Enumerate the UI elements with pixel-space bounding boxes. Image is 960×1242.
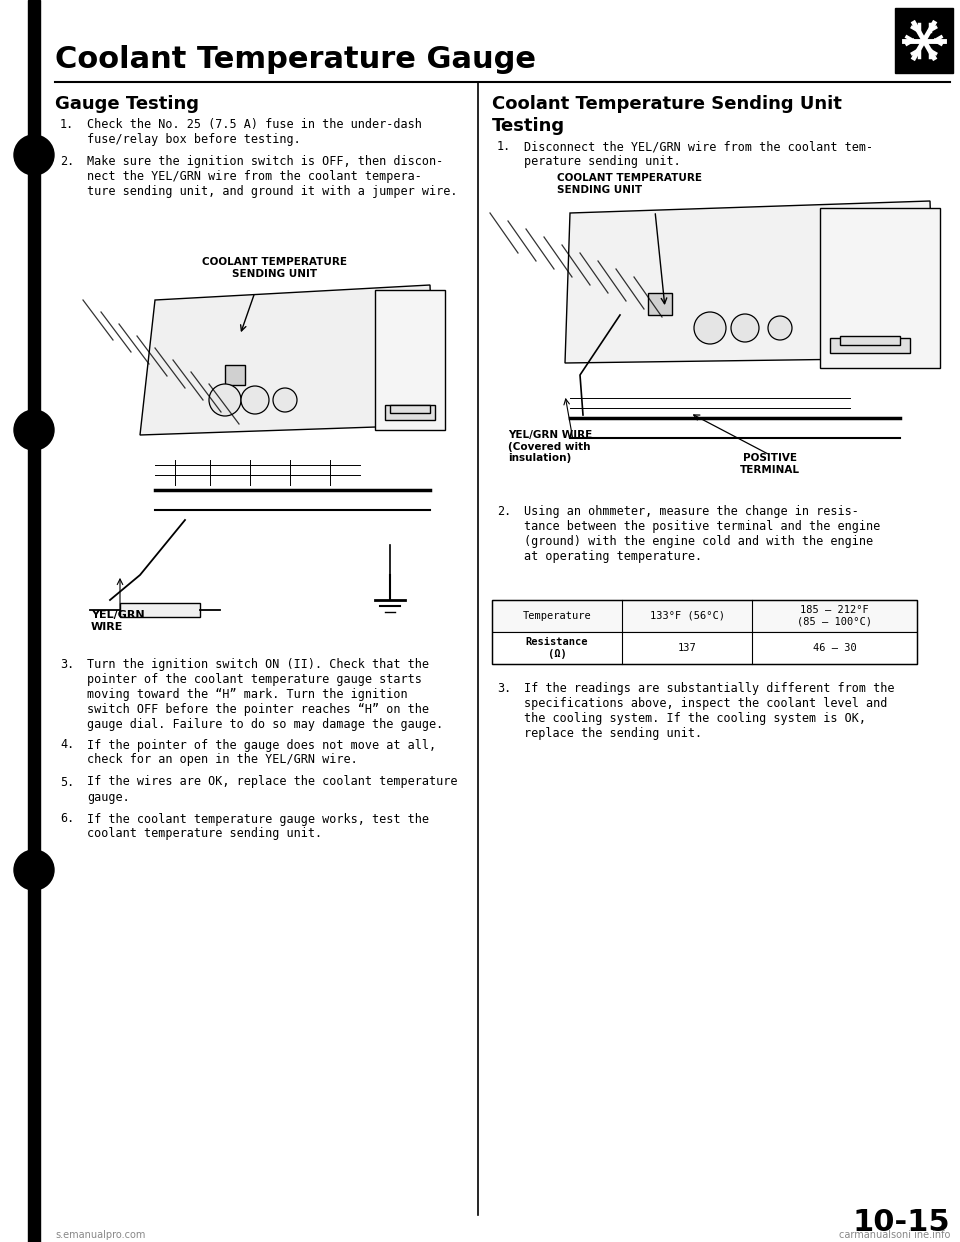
Text: If the coolant temperature gauge works, test the
coolant temperature sending uni: If the coolant temperature gauge works, … <box>87 812 429 841</box>
Circle shape <box>273 388 297 412</box>
Polygon shape <box>565 201 935 363</box>
Text: 1.: 1. <box>60 118 74 130</box>
Text: If the pointer of the gauge does not move at all,
check for an open in the YEL/G: If the pointer of the gauge does not mov… <box>87 739 436 766</box>
Text: Make sure the ignition switch is OFF, then discon-
nect the YEL/GRN wire from th: Make sure the ignition switch is OFF, th… <box>87 155 458 197</box>
Circle shape <box>14 850 54 891</box>
Bar <box>375 289 445 430</box>
Bar <box>385 405 435 420</box>
Text: 3.: 3. <box>497 682 512 696</box>
Bar <box>390 405 430 414</box>
Text: 1.: 1. <box>497 140 512 153</box>
Text: 4.: 4. <box>60 739 74 751</box>
Text: COOLANT TEMPERATURE
SENDING UNIT: COOLANT TEMPERATURE SENDING UNIT <box>203 257 348 278</box>
Bar <box>492 632 917 664</box>
Bar <box>78 245 460 640</box>
Bar <box>492 600 917 664</box>
Text: Temperature: Temperature <box>522 611 591 621</box>
Text: Using an ohmmeter, measure the change in resis-
tance between the positive termi: Using an ohmmeter, measure the change in… <box>524 505 880 563</box>
Text: carmanualsoni ine.info: carmanualsoni ine.info <box>839 1230 950 1240</box>
Text: YEL/GRN WIRE
(Covered with
insulation): YEL/GRN WIRE (Covered with insulation) <box>508 430 592 463</box>
Bar <box>225 365 245 385</box>
Text: Check the No. 25 (7.5 A) fuse in the under-dash
fuse/relay box before testing.: Check the No. 25 (7.5 A) fuse in the und… <box>87 118 421 147</box>
Text: YEL/GRN
WIRE: YEL/GRN WIRE <box>91 610 145 632</box>
Text: 6.: 6. <box>60 812 74 826</box>
Text: Gauge Testing: Gauge Testing <box>55 94 199 113</box>
Text: 3.: 3. <box>60 658 74 671</box>
Text: 185 – 212°F
(85 – 100°C): 185 – 212°F (85 – 100°C) <box>797 605 872 627</box>
Bar <box>28 0 40 1242</box>
Bar <box>840 337 900 345</box>
Text: 137: 137 <box>678 643 696 653</box>
Bar <box>648 293 672 315</box>
Text: 46 – 30: 46 – 30 <box>812 643 856 653</box>
Circle shape <box>241 386 269 414</box>
Text: If the wires are OK, replace the coolant temperature
gauge.: If the wires are OK, replace the coolant… <box>87 775 458 804</box>
Polygon shape <box>140 284 435 435</box>
Text: If the readings are substantially different from the
specifications above, inspe: If the readings are substantially differ… <box>524 682 895 740</box>
Text: Disconnect the YEL/GRN wire from the coolant tem-
perature sending unit.: Disconnect the YEL/GRN wire from the coo… <box>524 140 874 168</box>
Text: Resistance
(Ω): Resistance (Ω) <box>526 637 588 658</box>
Circle shape <box>209 384 241 416</box>
Text: 5.: 5. <box>60 775 74 789</box>
Bar <box>895 7 953 73</box>
Text: Coolant Temperature Sending Unit
Testing: Coolant Temperature Sending Unit Testing <box>492 94 842 135</box>
Bar <box>492 600 917 632</box>
Text: 133°F (56°C): 133°F (56°C) <box>650 611 725 621</box>
Circle shape <box>768 315 792 340</box>
Bar <box>490 163 950 491</box>
Text: POSITIVE
TERMINAL: POSITIVE TERMINAL <box>740 453 800 474</box>
Bar <box>120 604 200 617</box>
Circle shape <box>14 135 54 175</box>
Text: Coolant Temperature Gauge: Coolant Temperature Gauge <box>55 45 536 75</box>
Circle shape <box>731 314 759 342</box>
Bar <box>820 207 940 368</box>
Text: s.emanualpro.com: s.emanualpro.com <box>55 1230 145 1240</box>
Text: Turn the ignition switch ON (II). Check that the
pointer of the coolant temperat: Turn the ignition switch ON (II). Check … <box>87 658 444 732</box>
Circle shape <box>14 410 54 450</box>
Bar <box>830 338 910 353</box>
Text: COOLANT TEMPERATURE
SENDING UNIT: COOLANT TEMPERATURE SENDING UNIT <box>557 173 702 195</box>
Circle shape <box>694 312 726 344</box>
Text: 10-15: 10-15 <box>852 1208 950 1237</box>
Text: 2.: 2. <box>497 505 512 518</box>
Text: 2.: 2. <box>60 155 74 168</box>
